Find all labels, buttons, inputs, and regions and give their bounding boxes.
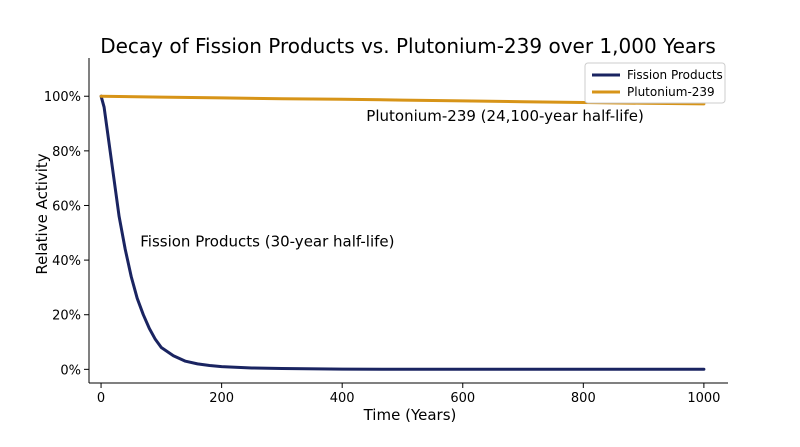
- x-tick-label: 800: [571, 391, 596, 406]
- y-axis-label: Relative Activity: [33, 153, 51, 274]
- y-tick-label: 80%: [52, 145, 81, 160]
- x-tick-label: 200: [209, 391, 234, 406]
- y-tick-label: 40%: [52, 254, 81, 269]
- y-tick-label: 100%: [44, 90, 81, 105]
- x-tick-label: 0: [97, 391, 105, 406]
- y-tick-label: 0%: [60, 363, 81, 378]
- x-tick-label: 600: [450, 391, 475, 406]
- x-ticks: 0 200 400 600 800 1000: [97, 383, 720, 406]
- series-line-fission-products: [99, 94, 706, 371]
- legend-label: Fission Products: [627, 68, 723, 82]
- y-tick-label: 20%: [52, 309, 81, 324]
- x-tick-label: 400: [330, 391, 355, 406]
- y-tick-label: 60%: [52, 199, 81, 214]
- x-tick-label: 1000: [687, 391, 720, 406]
- annotation-label: Fission Products (30-year half-life): [140, 232, 394, 250]
- axes: [88, 58, 728, 384]
- legend: Fission Products Plutonium-239: [584, 62, 726, 104]
- legend-label: Plutonium-239: [627, 85, 715, 99]
- chart-title: Decay of Fission Products vs. Plutonium-…: [100, 34, 716, 58]
- x-axis-label: Time (Years): [363, 406, 457, 424]
- y-ticks: 0% 20% 40% 60% 80% 100%: [44, 90, 89, 378]
- annotation-label: Plutonium-239 (24,100-year half-life): [366, 107, 644, 125]
- annotations: Plutonium-239 (24,100-year half-life) Fis…: [140, 107, 644, 251]
